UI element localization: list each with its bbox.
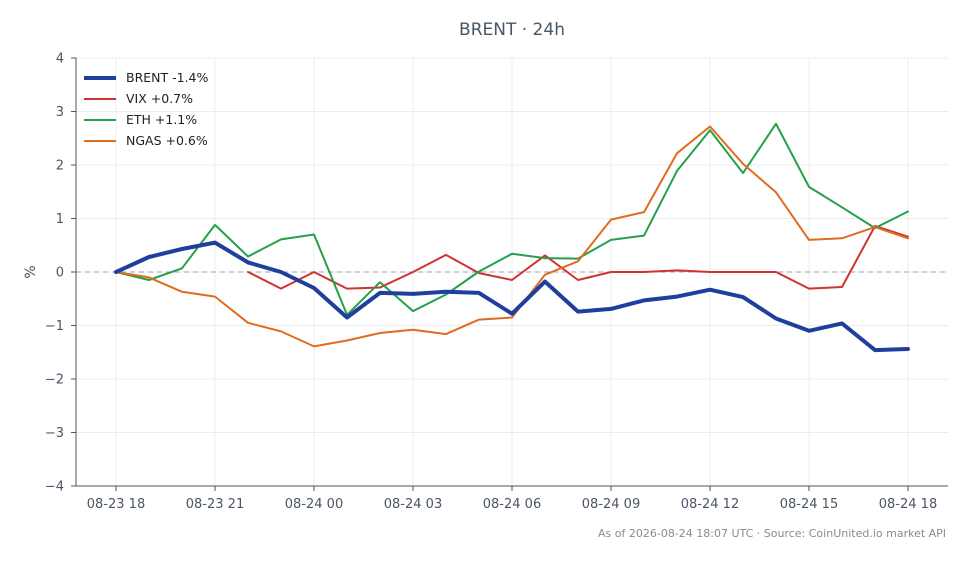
y-tick-label: −2	[45, 373, 64, 388]
x-tick-label: 08-24 12	[681, 497, 739, 512]
y-tick-label: −4	[45, 480, 64, 495]
x-tick-label: 08-23 18	[87, 497, 145, 512]
legend-label: ETH +1.1%	[126, 112, 198, 127]
y-tick-label: −1	[45, 319, 64, 334]
x-tick-label: 08-24 03	[384, 497, 442, 512]
y-tick-label: 0	[56, 266, 64, 281]
series-line-vix	[247, 225, 909, 290]
legend-swatch	[84, 75, 116, 80]
legend-label: NGAS +0.6%	[126, 133, 208, 148]
footer-source: As of 2026-08-24 18:07 UTC · Source: Coi…	[598, 527, 947, 540]
x-tick-label: 08-23 21	[186, 497, 244, 512]
legend-item-brent: BRENT -1.4%	[84, 67, 208, 88]
series-lines	[114, 122, 910, 353]
y-axis-label: %	[23, 265, 39, 278]
legend-swatch	[84, 97, 116, 100]
legend-item-eth: ETH +1.1%	[84, 109, 208, 130]
x-tick-label: 08-24 18	[879, 497, 937, 512]
y-tick-label: 4	[56, 52, 64, 67]
y-tick-label: 3	[56, 105, 64, 120]
legend-swatch	[84, 118, 116, 121]
x-tick-label: 08-24 00	[285, 497, 343, 512]
legend-item-vix: VIX +0.7%	[84, 88, 208, 109]
y-tick-label: 1	[56, 212, 64, 227]
y-tick-label: −3	[45, 426, 64, 441]
x-tick-label: 08-24 15	[780, 497, 838, 512]
series-line-ngas	[115, 125, 909, 348]
legend-swatch	[84, 139, 116, 142]
legend-label: BRENT -1.4%	[126, 70, 209, 85]
legend: BRENT -1.4% VIX +0.7% ETH +1.1% NGAS +0.6%	[84, 67, 208, 151]
legend-label: VIX +0.7%	[126, 91, 194, 106]
chart-title: BRENT · 24h	[459, 20, 565, 40]
axes	[71, 57, 948, 491]
y-tick-label: 2	[56, 159, 64, 174]
legend-item-ngas: NGAS +0.6%	[84, 130, 208, 151]
series-line-eth	[115, 122, 909, 316]
tick-labels: 4 3 2 1 0 −1 −2 −3 −4 08-23 18 08-23 21 08-24 00 08-…	[23, 52, 937, 513]
x-tick-label: 08-24 06	[483, 497, 541, 512]
series-line-brent	[114, 240, 910, 353]
x-tick-label: 08-24 09	[582, 497, 640, 512]
